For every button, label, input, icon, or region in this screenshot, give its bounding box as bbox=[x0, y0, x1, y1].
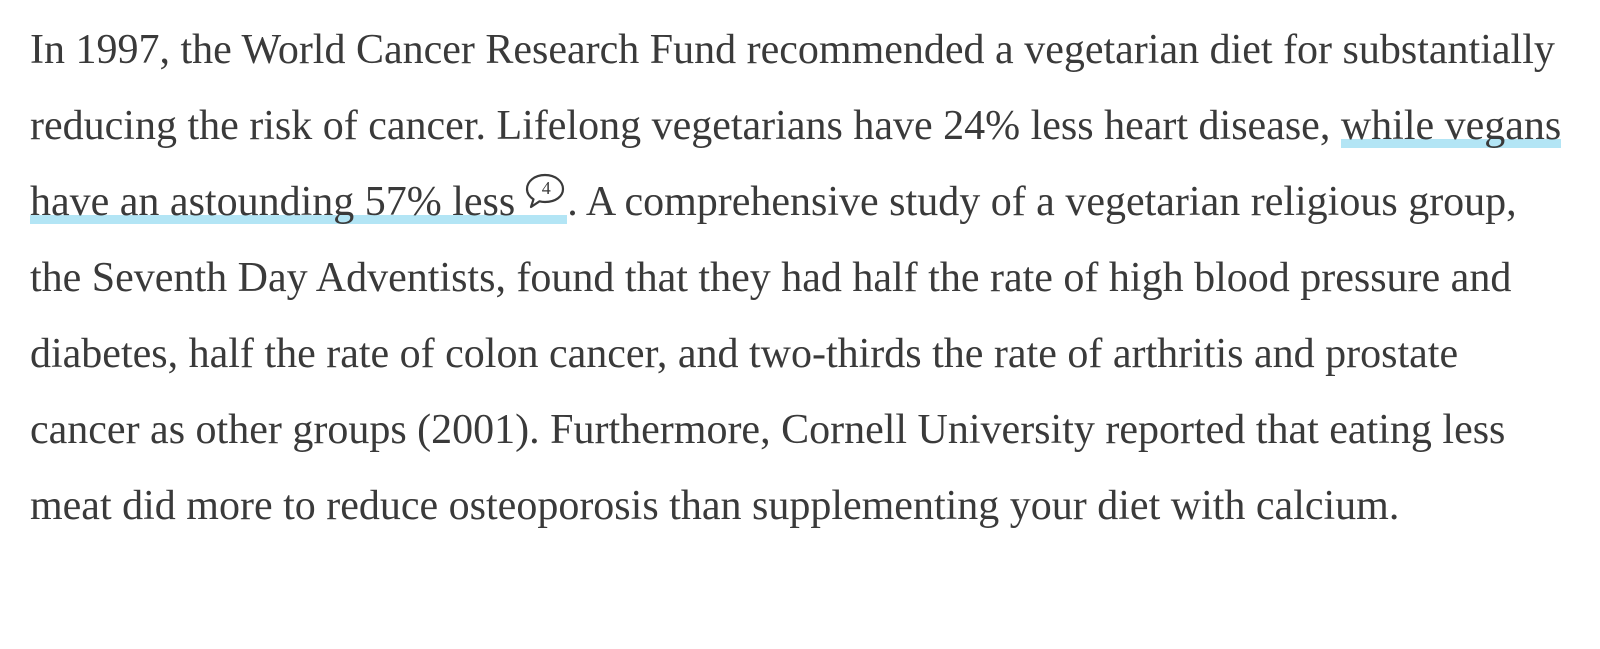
article-paragraph: In 1997, the World Cancer Research Fund … bbox=[30, 12, 1575, 544]
paragraph-text-after: . A comprehensive study of a vegetarian … bbox=[30, 179, 1517, 529]
comment-marker[interactable]: 4 bbox=[521, 173, 567, 217]
highlighted-text: while vegans have an astounding 57% less bbox=[30, 103, 1562, 225]
speech-bubble-icon bbox=[526, 173, 565, 209]
comment-count: 4 bbox=[541, 178, 551, 198]
paragraph-text-before: In 1997, the World Cancer Research Fund … bbox=[30, 27, 1555, 149]
